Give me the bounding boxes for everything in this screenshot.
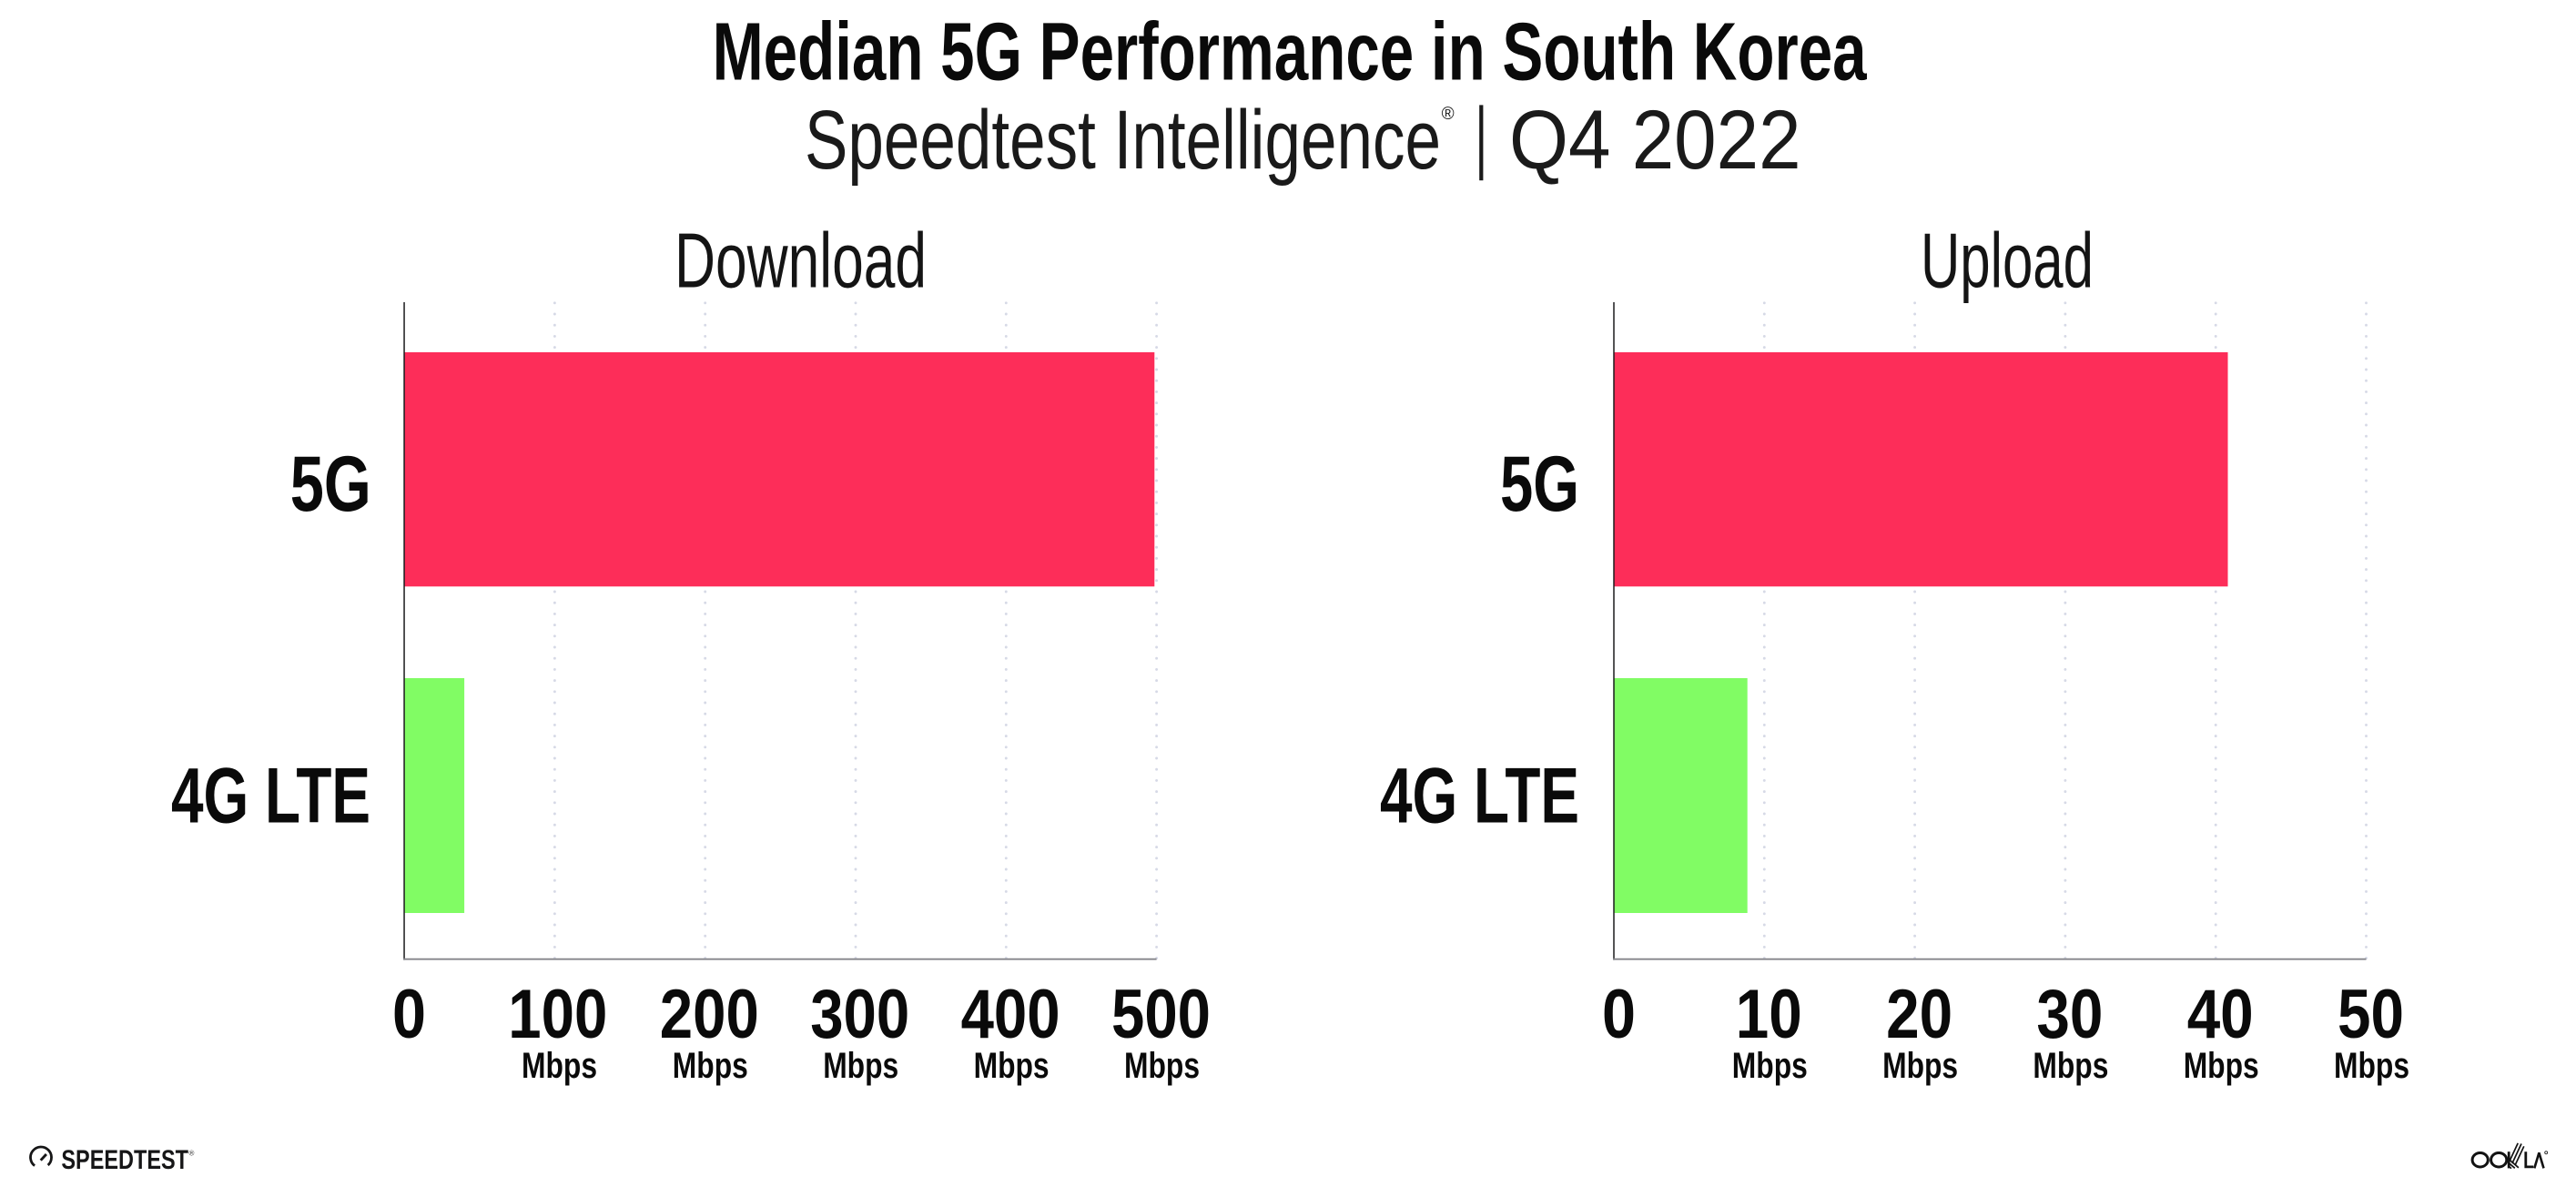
svg-text:400: 400 <box>961 976 1060 1053</box>
svg-text:Speedtest Intelligence: Speedtest Intelligence <box>805 94 1441 187</box>
svg-text:Mbps: Mbps <box>1124 1046 1200 1086</box>
svg-text:Q4 2022: Q4 2022 <box>1509 94 1801 187</box>
svg-text:Upload: Upload <box>1921 218 2094 305</box>
svg-text:200: 200 <box>660 976 759 1053</box>
svg-text:Mbps: Mbps <box>673 1046 748 1086</box>
svg-text:4G LTE: 4G LTE <box>171 753 370 840</box>
svg-text:500: 500 <box>1111 976 1211 1053</box>
svg-text:300: 300 <box>810 976 909 1053</box>
svg-text:Median 5G Performance in South: Median 5G Performance in South Korea <box>713 7 1868 98</box>
svg-text:0: 0 <box>1602 976 1636 1053</box>
svg-text:50: 50 <box>2338 976 2404 1053</box>
svg-text:Mbps: Mbps <box>1882 1046 1958 1086</box>
svg-text:Mbps: Mbps <box>522 1046 597 1086</box>
svg-text:Download: Download <box>674 218 927 305</box>
svg-text:10: 10 <box>1736 976 1802 1053</box>
svg-text:5G: 5G <box>290 441 371 528</box>
svg-text:Mbps: Mbps <box>2184 1046 2259 1086</box>
svg-text:SPEEDTEST: SPEEDTEST <box>61 1145 188 1175</box>
svg-text:20: 20 <box>1886 976 1952 1053</box>
svg-text:30: 30 <box>2036 976 2103 1053</box>
svg-text:Mbps: Mbps <box>1732 1046 1808 1086</box>
svg-text:4G LTE: 4G LTE <box>1380 753 1579 840</box>
svg-text:5G: 5G <box>1500 441 1579 528</box>
svg-text:Mbps: Mbps <box>2334 1046 2409 1086</box>
svg-text:0: 0 <box>392 976 426 1053</box>
svg-text:Mbps: Mbps <box>974 1046 1050 1086</box>
svg-text:Mbps: Mbps <box>2033 1046 2108 1086</box>
svg-text:®: ® <box>1442 105 1455 124</box>
svg-text:®: ® <box>189 1150 195 1158</box>
svg-text:Mbps: Mbps <box>823 1046 898 1086</box>
svg-text:40: 40 <box>2187 976 2254 1053</box>
svg-text:100: 100 <box>508 976 607 1053</box>
